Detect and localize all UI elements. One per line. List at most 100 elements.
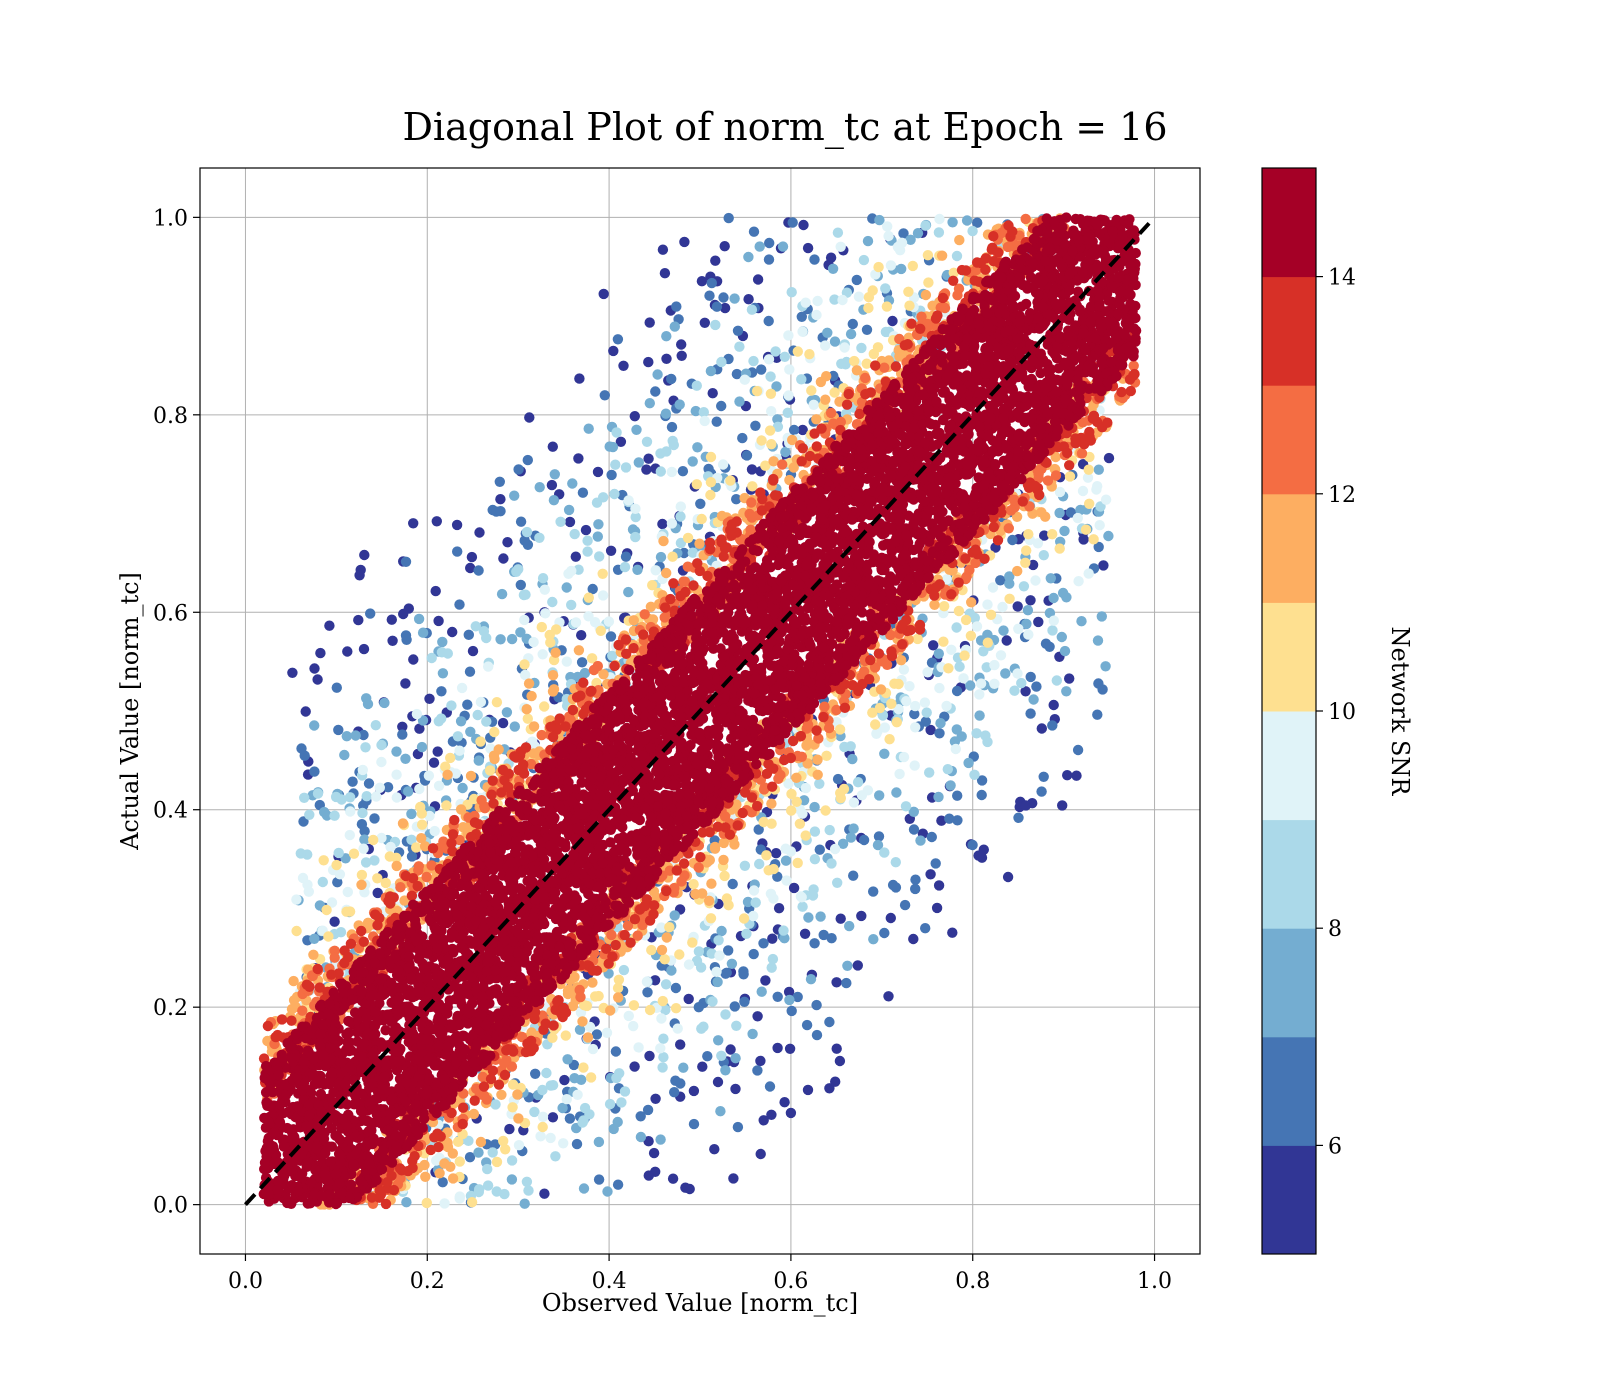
- scatter-point: [1072, 512, 1084, 524]
- scatter-point: [961, 215, 973, 226]
- scatter-point: [547, 441, 558, 452]
- scatter-point: [641, 464, 652, 475]
- scatter-point: [751, 385, 763, 397]
- scatter-point: [882, 221, 893, 232]
- scatter-point: [1012, 601, 1023, 612]
- scatter-point: [1100, 661, 1111, 672]
- scatter-point: [1004, 593, 1015, 604]
- scatter-point: [602, 1186, 613, 1197]
- scatter-point: [638, 629, 649, 640]
- scatter-point: [1062, 770, 1073, 781]
- scatter-point: [411, 708, 423, 720]
- scatter-point: [910, 722, 921, 733]
- scatter-point: [862, 235, 874, 247]
- scatter-point: [379, 697, 390, 709]
- scatter-point: [425, 1144, 436, 1156]
- scatter-point: [359, 834, 370, 845]
- scatter-point: [575, 690, 586, 701]
- scatter-point: [765, 371, 776, 382]
- scatter-point: [896, 263, 907, 275]
- scatter-point: [299, 792, 310, 803]
- scatter-point: [539, 1188, 550, 1199]
- scatter-point: [587, 583, 598, 595]
- scatter-point: [555, 516, 566, 527]
- scatter-point: [650, 386, 661, 397]
- scatter-point: [515, 516, 527, 527]
- scatter-point: [1092, 635, 1104, 646]
- scatter-point: [593, 1174, 605, 1185]
- scatter-point: [766, 406, 777, 417]
- scatter-point: [849, 355, 860, 367]
- scatter-point: [350, 730, 361, 741]
- scatter-point: [848, 797, 860, 808]
- scatter-point: [851, 274, 862, 286]
- scatter-point: [591, 1029, 603, 1040]
- scatter-point: [365, 608, 376, 619]
- scatter-point: [920, 289, 932, 301]
- scatter-point: [454, 599, 465, 610]
- scatter-point: [560, 721, 571, 732]
- scatter-point: [345, 806, 356, 817]
- scatter-point: [820, 394, 831, 405]
- scatter-point: [1020, 686, 1031, 697]
- scatter-point: [356, 925, 367, 937]
- scatter-point: [931, 902, 943, 914]
- scatter-point: [644, 1004, 656, 1016]
- scatter-point: [853, 685, 864, 697]
- scatter-point: [570, 551, 581, 562]
- scatter-point: [935, 718, 946, 729]
- scatter-point: [682, 532, 694, 544]
- scatter-point: [583, 592, 594, 603]
- scatter-point: [787, 217, 798, 228]
- scatter-point: [709, 1144, 720, 1155]
- scatter-point: [629, 411, 640, 422]
- scatter-point: [845, 832, 857, 843]
- scatter-point: [578, 1115, 589, 1126]
- scatter-point: [1064, 471, 1076, 482]
- scatter-point: [779, 933, 790, 944]
- scatter-point: [468, 1108, 480, 1120]
- scatter-point: [818, 929, 829, 941]
- scatter-point: [930, 858, 941, 869]
- scatter-point: [464, 1152, 476, 1163]
- scatter-point: [547, 1112, 559, 1123]
- scatter-point: [906, 318, 917, 329]
- scatter-point: [597, 568, 608, 579]
- scatter-point: [452, 731, 464, 742]
- scatter-point: [413, 861, 424, 872]
- scatter-point: [1073, 576, 1084, 587]
- scatter-point: [615, 436, 627, 447]
- scatter-point: [501, 707, 513, 718]
- scatter-point: [657, 1062, 668, 1073]
- scatter-point: [716, 356, 727, 368]
- scatter-point: [995, 650, 1007, 661]
- scatter-point: [705, 477, 717, 488]
- scatter-point: [932, 310, 943, 321]
- scatter-point: [610, 939, 621, 951]
- scatter-point: [623, 495, 634, 506]
- scatter-point: [363, 778, 375, 789]
- scatter-point: [498, 553, 509, 564]
- scatter-point: [458, 1102, 469, 1113]
- scatter-point: [423, 770, 435, 781]
- scatter-point: [886, 698, 897, 709]
- scatter-point: [1096, 611, 1108, 622]
- scatter-point: [359, 549, 370, 561]
- scatter-point: [835, 241, 846, 252]
- scatter-point: [1057, 587, 1069, 599]
- scatter-point: [563, 504, 575, 516]
- scatter-point: [513, 464, 524, 475]
- scatter-point: [934, 728, 945, 739]
- scatter-point: [598, 492, 609, 503]
- scatter-point: [447, 829, 459, 840]
- scatter-point: [545, 637, 556, 648]
- scatter-point: [755, 1148, 766, 1160]
- scatter-point: [370, 720, 381, 731]
- scatter-point: [515, 579, 526, 591]
- scatter-point: [300, 706, 311, 717]
- scatter-point: [547, 1080, 559, 1091]
- scatter-point: [695, 498, 706, 509]
- scatter-point: [951, 724, 962, 735]
- scatter-point: [439, 1198, 450, 1209]
- scatter-point: [1080, 524, 1092, 535]
